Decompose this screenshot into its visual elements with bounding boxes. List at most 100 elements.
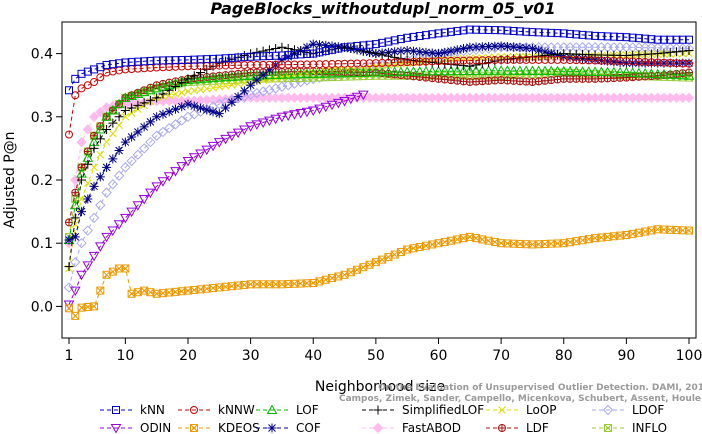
data-point (396, 35, 405, 44)
data-point (345, 67, 357, 78)
data-point (602, 66, 613, 77)
data-point (684, 58, 694, 68)
data-point (145, 117, 155, 127)
data-point (152, 93, 162, 103)
data-point (121, 58, 130, 67)
data-point (572, 237, 581, 246)
data-point (334, 44, 343, 53)
data-point (271, 51, 280, 60)
x-tick-label: 40 (304, 348, 322, 364)
x-tick-label: 20 (179, 348, 197, 364)
data-point (264, 116, 275, 127)
data-point (533, 65, 545, 76)
data-point (276, 112, 288, 123)
data-point (484, 25, 493, 34)
data-point (301, 107, 313, 118)
data-point (321, 47, 330, 56)
data-point (558, 65, 570, 76)
data-point (522, 240, 531, 249)
data-point (259, 52, 268, 61)
legend-marker (112, 406, 120, 414)
data-point (127, 289, 136, 298)
data-point (608, 66, 620, 77)
x-tick-label: 80 (555, 348, 573, 364)
data-point (671, 47, 681, 57)
data-point (64, 235, 74, 245)
data-point (321, 40, 331, 50)
data-point (121, 264, 130, 273)
data-point (578, 30, 587, 39)
data-point (264, 84, 275, 96)
data-point (289, 45, 299, 55)
data-point (107, 179, 119, 190)
data-point (145, 136, 156, 148)
data-point (309, 49, 318, 58)
data-point (351, 67, 363, 77)
data-point (340, 43, 349, 52)
data-point (265, 60, 274, 69)
data-point (163, 172, 175, 182)
data-point (440, 57, 449, 66)
data-point (113, 220, 125, 230)
data-point (65, 130, 73, 139)
data-point (152, 289, 161, 298)
data-point (69, 199, 81, 210)
data-point (515, 27, 524, 36)
data-point (478, 25, 487, 34)
data-point (597, 56, 606, 65)
data-point (296, 50, 305, 59)
series-line (68, 228, 690, 317)
data-point (277, 280, 286, 289)
data-point (677, 69, 689, 80)
data-point (96, 63, 105, 72)
data-point (371, 49, 381, 59)
data-point (183, 286, 192, 295)
data-point (678, 59, 687, 68)
data-point (472, 25, 481, 34)
data-point (433, 49, 443, 59)
data-point (138, 86, 150, 97)
data-point (559, 55, 568, 64)
data-point (440, 47, 450, 57)
data-point (202, 84, 211, 93)
data-point (201, 145, 213, 156)
data-point (101, 111, 112, 121)
data-point (672, 226, 681, 235)
data-point (95, 200, 106, 211)
data-point (609, 57, 619, 67)
data-point (665, 47, 675, 57)
data-point (603, 232, 612, 241)
series-line (68, 97, 689, 244)
y-tick-label: 0.4 (31, 47, 53, 63)
data-point (121, 112, 130, 121)
data-point (403, 58, 412, 67)
data-point (227, 53, 236, 62)
data-point (227, 81, 236, 89)
data-point (302, 49, 311, 58)
data-point (158, 289, 167, 298)
series-kdeos (65, 225, 693, 320)
data-point (271, 60, 280, 69)
data-point (282, 79, 294, 91)
data-point (158, 56, 167, 65)
data-point (133, 127, 143, 137)
data-point (552, 49, 562, 59)
x-tick-label: 90 (617, 348, 635, 364)
data-point (376, 66, 388, 77)
data-point (534, 28, 543, 37)
data-point (646, 68, 657, 78)
data-point (158, 109, 168, 119)
data-point (597, 233, 606, 242)
data-point (258, 46, 268, 56)
y-tick-label: 0.3 (31, 110, 53, 126)
data-point (434, 57, 443, 66)
data-point (622, 33, 631, 42)
data-point (146, 288, 155, 297)
data-point (528, 55, 537, 64)
data-point (289, 110, 300, 120)
data-point (515, 43, 525, 53)
data-point (614, 66, 626, 77)
data-point (284, 51, 293, 60)
data-point (421, 47, 431, 57)
data-point (63, 282, 75, 293)
